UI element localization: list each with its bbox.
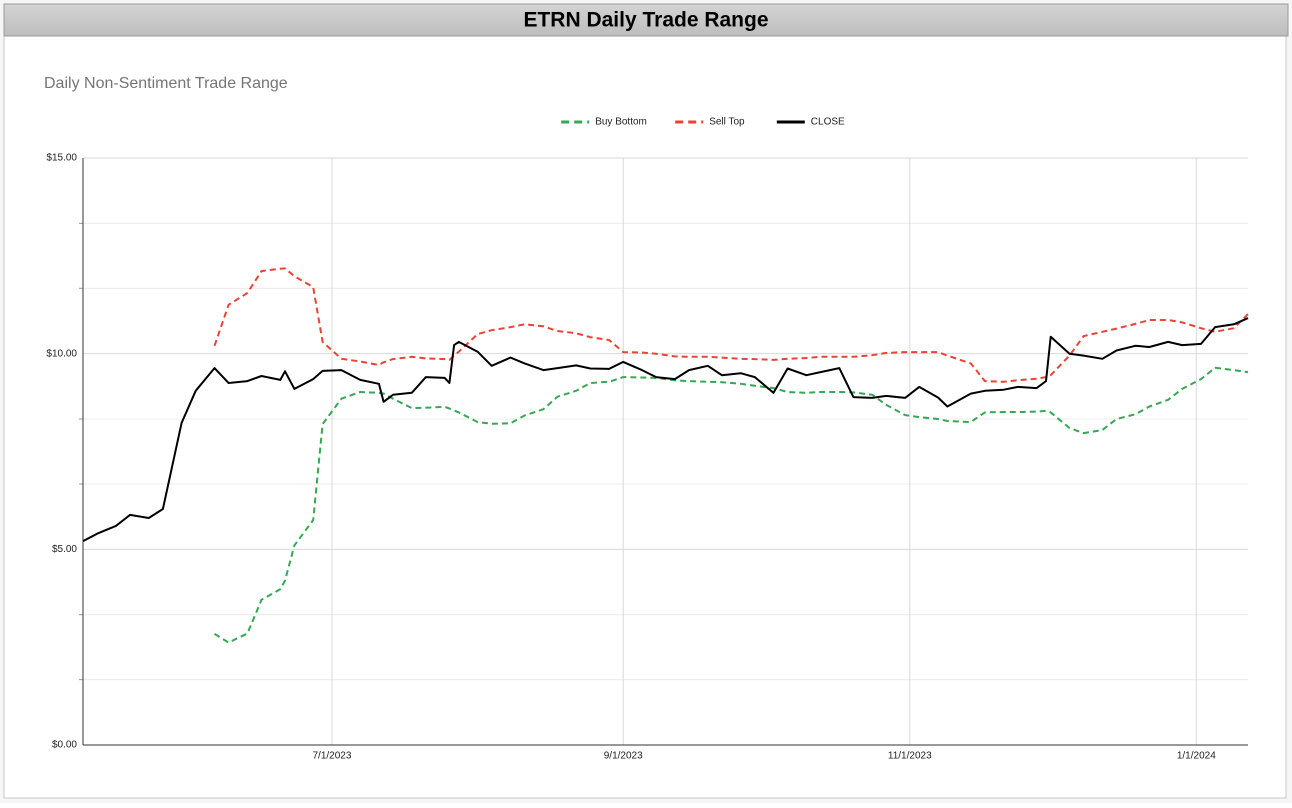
- legend-label: Buy Bottom: [595, 117, 647, 128]
- chart-title: Daily Non-Sentiment Trade Range: [44, 75, 288, 92]
- x-tick-label: 11/1/2023: [888, 751, 932, 762]
- plot: $0.00 $5.00 $10.00 $15.00 7/1/2023 9/1/2023 11…: [46, 117, 1249, 762]
- series-line: [82, 317, 1249, 542]
- y-tick-label: $15.00: [46, 153, 77, 164]
- legend: Buy Bottom Sell Top CLOSE: [561, 117, 845, 128]
- legend-label: CLOSE: [811, 117, 845, 128]
- chart-area: [3, 35, 1287, 799]
- sheet-title: ETRN Daily Trade Range: [523, 9, 768, 32]
- title-bar: [3, 3, 1289, 37]
- y-tick-label: $10.00: [46, 348, 77, 359]
- y-tick-label: $0.00: [52, 740, 77, 751]
- y-tick-label: $5.00: [52, 544, 77, 555]
- x-tick-label: 7/1/2023: [313, 751, 352, 762]
- x-tick-label: 9/1/2023: [604, 751, 643, 762]
- x-tick-label: 1/1/2024: [1177, 751, 1216, 762]
- legend-label: Sell Top: [709, 117, 745, 128]
